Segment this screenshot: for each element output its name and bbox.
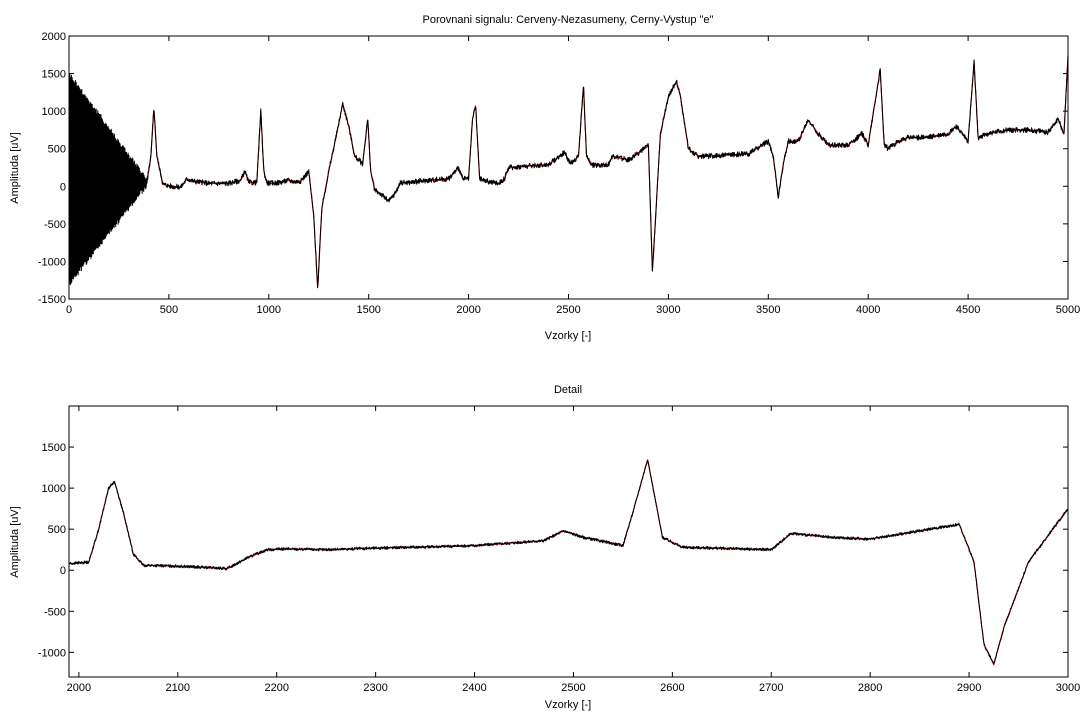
chart-top-xtick-label: 4000 [856, 304, 880, 316]
chart-bottom-xtick-label: 2300 [363, 682, 387, 694]
chart-top-xtick-label: 1000 [257, 304, 281, 316]
chart-bottom-ytick-label: -1000 [38, 647, 66, 659]
chart-bottom-ytick-label: 1000 [42, 483, 66, 495]
chart-top-xtick-label: 2500 [556, 304, 580, 316]
chart-top-ytick-label: -1000 [38, 256, 66, 268]
chart-bottom-series-red-line [69, 459, 1068, 666]
chart-bottom-ytick-label: 0 [60, 565, 66, 577]
chart-bottom-ytick-label: 1500 [42, 442, 66, 454]
chart-bottom-series-black-line [69, 460, 1068, 665]
chart-bottom-xtick-label: 2200 [264, 682, 288, 694]
chart-top-ytick-label: 1500 [42, 69, 66, 81]
chart-top-xtick-label: 5000 [1056, 304, 1080, 316]
chart-bottom-xtick-label: 2400 [462, 682, 486, 694]
chart-bottom-xtick-label: 2900 [957, 682, 981, 694]
chart-top-xlabel: Vzorky [-] [545, 330, 591, 342]
chart-top-ylabel: Amplituda [uV] [9, 132, 21, 204]
chart-bottom-ytick-label: -500 [44, 606, 66, 618]
chart-bottom-ticks: 2000 2100 2200 2300 2400 2500 2600 2700 2800 2900… [38, 406, 1080, 694]
chart-bottom-title: Detail [554, 384, 582, 396]
chart-top-ytick-label: 500 [48, 144, 66, 156]
chart-bottom-xtick-label: 3000 [1056, 682, 1080, 694]
chart-bottom-axes-box [68, 405, 1069, 678]
chart-top: Porovnani signalu: Cerveny-Nezasumeny, C… [9, 14, 1080, 342]
chart-top-title: Porovnani signalu: Cerveny-Nezasumeny, C… [423, 14, 714, 26]
chart-bottom-lines [69, 459, 1068, 666]
chart-top-ytick-label: 2000 [42, 31, 66, 43]
chart-bottom-ylabel: Amplituda [uV] [9, 506, 21, 578]
chart-top-lines [69, 54, 1068, 289]
chart-top-series-black-line [69, 56, 1068, 289]
chart-bottom-xtick-label: 2800 [858, 682, 882, 694]
chart-top-ytick-label: -1500 [38, 294, 66, 306]
chart-bottom: Detail 2000 2100 2200 2300 2400 2500 2600 2700 2… [9, 384, 1080, 711]
chart-top-xtick-label: 4500 [956, 304, 980, 316]
chart-bottom-ytick-label: 500 [48, 524, 66, 536]
chart-top-xtick-label: 3500 [756, 304, 780, 316]
chart-top-xtick-label: 2000 [456, 304, 480, 316]
chart-top-xtick-label: 3000 [656, 304, 680, 316]
chart-bottom-xtick-label: 2000 [67, 682, 91, 694]
chart-top-series-red-line [69, 54, 1068, 287]
chart-bottom-xtick-label: 2600 [660, 682, 684, 694]
chart-top-xtick-label: 0 [66, 304, 72, 316]
chart-bottom-xtick-label: 2700 [759, 682, 783, 694]
chart-top-ytick-label: -500 [44, 219, 66, 231]
chart-top-axes-box [68, 35, 1069, 300]
chart-top-ytick-label: 0 [60, 181, 66, 193]
chart-top-xtick-label: 1500 [356, 304, 380, 316]
chart-top-xtick-label: 500 [160, 304, 178, 316]
chart-bottom-xtick-label: 2100 [166, 682, 190, 694]
chart-bottom-xtick-label: 2500 [561, 682, 585, 694]
chart-top-ytick-label: 1000 [42, 106, 66, 118]
chart-bottom-xlabel: Vzorky [-] [545, 699, 591, 711]
chart-top-ticks: 0 500 1000 1500 2000 2500 3000 3500 4000 4500 5000… [38, 31, 1080, 316]
